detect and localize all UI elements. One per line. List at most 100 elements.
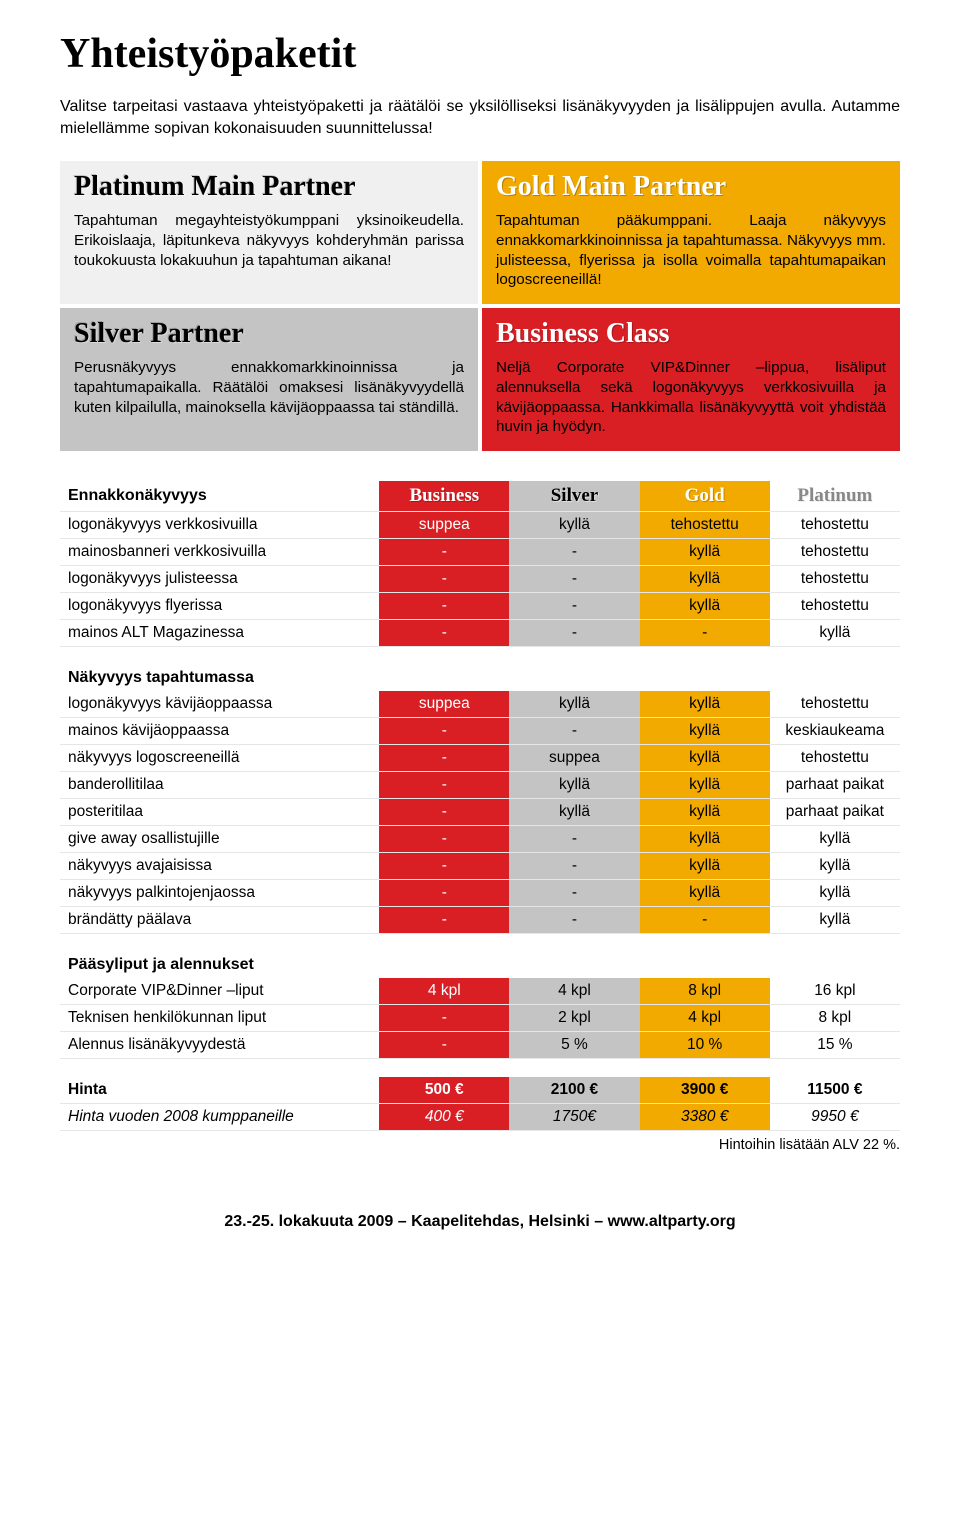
cell-sil: kyllä [509, 691, 639, 718]
card-business-body: Neljä Corporate VIP&Dinner –lippua, lisä… [496, 358, 886, 437]
cell-plat: 16 kpl [770, 978, 900, 1005]
cell-gold: - [640, 907, 770, 934]
cell-plat: tehostettu [770, 539, 900, 566]
cell-biz: - [379, 907, 509, 934]
cell-sil: - [509, 593, 639, 620]
table-row: mainos ALT Magazinessa---kyllä [60, 620, 900, 647]
section-heading: Näkyvyys tapahtumassa [60, 665, 379, 691]
table-row: logonäkyvyys verkkosivuillasuppeakylläte… [60, 512, 900, 539]
cell-plat: tehostettu [770, 566, 900, 593]
row-label: Alennus lisänäkyvyydestä [60, 1032, 379, 1059]
cell-gold: kyllä [640, 691, 770, 718]
row-label: logonäkyvyys kävijäoppaassa [60, 691, 379, 718]
cell-plat: tehostettu [770, 512, 900, 539]
cell-biz: - [379, 745, 509, 772]
cell-biz: - [379, 772, 509, 799]
cell-sil: 5 % [509, 1032, 639, 1059]
card-silver-title: Silver Partner [74, 318, 464, 350]
table-row: Corporate VIP&Dinner –liput4 kpl4 kpl8 k… [60, 978, 900, 1005]
cell-plat: kyllä [770, 826, 900, 853]
tier-header-sil: Silver [509, 481, 639, 512]
table-row: Hinta vuoden 2008 kumppaneille400 €1750€… [60, 1104, 900, 1131]
cell-biz: - [379, 880, 509, 907]
cell-gold: kyllä [640, 826, 770, 853]
table-row: näkyvyys avajaisissa--kylläkyllä [60, 853, 900, 880]
cell-plat: parhaat paikat [770, 799, 900, 826]
row-label: Teknisen henkilökunnan liput [60, 1005, 379, 1032]
cell-gold: 3900 € [640, 1077, 770, 1104]
cell-sil: - [509, 853, 639, 880]
cell-sil: - [509, 620, 639, 647]
row-label: logonäkyvyys verkkosivuilla [60, 512, 379, 539]
row-label: Corporate VIP&Dinner –liput [60, 978, 379, 1005]
card-platinum: Platinum Main Partner Tapahtuman megayht… [60, 161, 478, 304]
card-silver: Silver Partner Perusnäkyvyys ennakkomark… [60, 308, 478, 451]
cell-sil: - [509, 907, 639, 934]
cell-plat: kyllä [770, 907, 900, 934]
table-row: mainosbanneri verkkosivuilla--kyllätehos… [60, 539, 900, 566]
cell-gold: tehostettu [640, 512, 770, 539]
cell-plat: 8 kpl [770, 1005, 900, 1032]
row-label: mainos ALT Magazinessa [60, 620, 379, 647]
row-label: banderollitilaa [60, 772, 379, 799]
table-row: brändätty päälava---kyllä [60, 907, 900, 934]
cell-plat: tehostettu [770, 745, 900, 772]
cell-plat: kyllä [770, 880, 900, 907]
cell-plat: 15 % [770, 1032, 900, 1059]
alv-note: Hintoihin lisätään ALV 22 %. [60, 1137, 900, 1153]
cell-gold: 10 % [640, 1032, 770, 1059]
cell-gold: 3380 € [640, 1104, 770, 1131]
cell-sil: 1750€ [509, 1104, 639, 1131]
card-silver-body: Perusnäkyvyys ennakkomarkkinoinnissa ja … [74, 358, 464, 417]
cell-gold: kyllä [640, 566, 770, 593]
section-header-row: EnnakkonäkyvyysBusinessSilverGoldPlatinu… [60, 481, 900, 512]
tier-header-biz: Business [379, 481, 509, 512]
cell-plat: keskiaukeama [770, 718, 900, 745]
cell-sil: 4 kpl [509, 978, 639, 1005]
cell-gold: kyllä [640, 593, 770, 620]
table-row: Teknisen henkilökunnan liput-2 kpl4 kpl8… [60, 1005, 900, 1032]
table-row: mainos kävijäoppaassa--kylläkeskiaukeama [60, 718, 900, 745]
row-label: posteritilaa [60, 799, 379, 826]
cell-plat: kyllä [770, 853, 900, 880]
cell-gold: 8 kpl [640, 978, 770, 1005]
card-business-title: Business Class [496, 318, 886, 350]
cell-biz: suppea [379, 512, 509, 539]
cell-biz: - [379, 539, 509, 566]
cell-sil: kyllä [509, 512, 639, 539]
section-table: Näkyvyys tapahtumassalogonäkyvyys kävijä… [60, 665, 900, 934]
section-heading: Pääsyliput ja alennukset [60, 952, 379, 978]
row-label: näkyvyys palkintojenjaossa [60, 880, 379, 907]
cell-sil: 2 kpl [509, 1005, 639, 1032]
cell-biz: 4 kpl [379, 978, 509, 1005]
table-row: Hinta500 €2100 €3900 €11500 € [60, 1077, 900, 1104]
cell-plat: 9950 € [770, 1104, 900, 1131]
card-gold: Gold Main Partner Tapahtuman pääkumppani… [482, 161, 900, 304]
cell-sil: kyllä [509, 799, 639, 826]
card-gold-title: Gold Main Partner [496, 171, 886, 203]
price-table: Hinta500 €2100 €3900 €11500 €Hinta vuode… [60, 1077, 900, 1131]
cell-biz: - [379, 826, 509, 853]
cell-gold: kyllä [640, 880, 770, 907]
cell-biz: - [379, 1032, 509, 1059]
table-row: Alennus lisänäkyvyydestä-5 %10 %15 % [60, 1032, 900, 1059]
cell-gold: - [640, 620, 770, 647]
table-row: posteritilaa-kylläkylläparhaat paikat [60, 799, 900, 826]
row-label: brändätty päälava [60, 907, 379, 934]
row-label: Hinta [60, 1077, 379, 1104]
cell-plat: 11500 € [770, 1077, 900, 1104]
cell-biz: - [379, 593, 509, 620]
cell-biz: suppea [379, 691, 509, 718]
page-footer: 23.-25. lokakuuta 2009 – Kaapelitehdas, … [60, 1213, 900, 1231]
table-row: banderollitilaa-kylläkylläparhaat paikat [60, 772, 900, 799]
row-label: logonäkyvyys flyerissa [60, 593, 379, 620]
row-label: mainos kävijäoppaassa [60, 718, 379, 745]
section-table: Pääsyliput ja alennuksetCorporate VIP&Di… [60, 952, 900, 1059]
row-label: mainosbanneri verkkosivuilla [60, 539, 379, 566]
table-row: logonäkyvyys kävijäoppaassasuppeakylläky… [60, 691, 900, 718]
card-gold-body: Tapahtuman pääkumppani. Laaja näkyvyys e… [496, 211, 886, 290]
tier-header-plat: Platinum [770, 481, 900, 512]
card-platinum-title: Platinum Main Partner [74, 171, 464, 203]
cell-sil: - [509, 826, 639, 853]
cell-biz: - [379, 620, 509, 647]
